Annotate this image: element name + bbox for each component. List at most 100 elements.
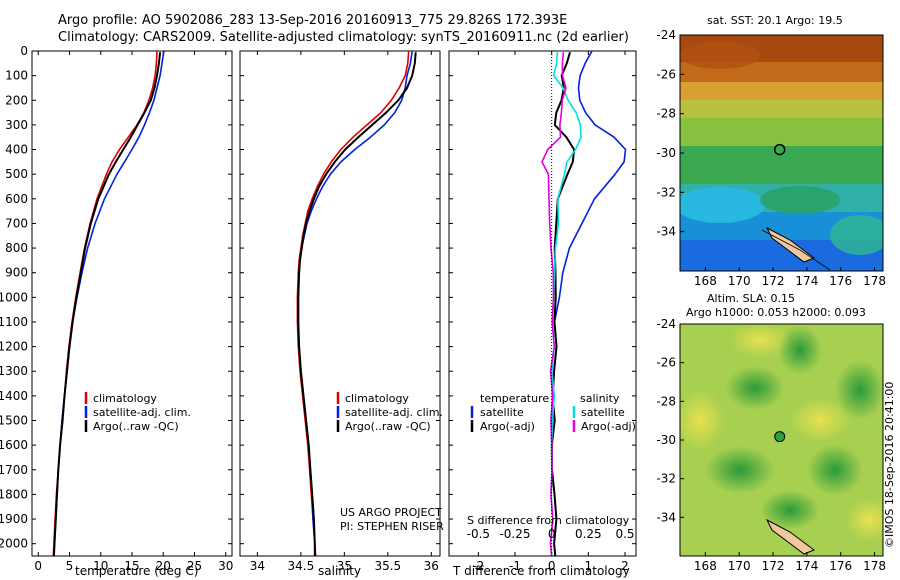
x-tick-label: 0	[34, 559, 42, 573]
depth-tick-label: 700	[5, 216, 28, 230]
legend-header-temperature: temperature	[480, 392, 549, 405]
depth-tick-label: 1500	[0, 414, 28, 428]
salinity-axis-label: salinity	[318, 564, 361, 578]
map-tick-labels: 168 170 172 174 176 178 -24 -26 -28 -30 -32 -34 168 1…	[656, 28, 886, 573]
map-x-tick-label: 170	[728, 274, 751, 288]
map-y-tick-label: -24	[656, 317, 676, 331]
map-x-tick-label: 168	[694, 274, 717, 288]
map-x-tick-label: 178	[863, 274, 886, 288]
legend-label-climatology: climatology	[93, 392, 157, 405]
map-x-tick-label: 174	[795, 559, 818, 573]
x-tick-label: 36	[424, 559, 439, 573]
depth-tick-labels: 0 100 200 300 400 500 600 700 800 900 1000 1100 1200…	[0, 44, 28, 551]
series-line-climatology	[52, 51, 158, 556]
argo-position-marker-sla	[774, 431, 786, 443]
depth-tick-label: 400	[5, 143, 28, 157]
map-x-tick-label: 172	[762, 559, 785, 573]
legend-header-salinity: salinity	[580, 392, 620, 405]
map-x-tick-label: 174	[795, 274, 818, 288]
x-tick-label: 1	[585, 559, 593, 573]
map-y-tick-label: -24	[656, 28, 676, 42]
curve-group	[52, 51, 165, 556]
depth-tick-label: 1200	[0, 340, 28, 354]
legend-label-argo: Argo(..raw -QC)	[345, 420, 431, 433]
depth-tick-label: 1900	[0, 512, 28, 526]
series-line-satellite-adj--clim-	[53, 51, 165, 556]
map-y-tick-label: -32	[656, 185, 676, 199]
map-y-tick-label: -26	[656, 67, 676, 81]
profile-curves	[52, 51, 627, 556]
legend-label-satellite: satellite-adj. clim.	[93, 406, 191, 419]
legend-label-s-satellite: satellite	[581, 406, 625, 419]
series-line-climatology	[296, 51, 410, 556]
project-credit: US ARGO PROJECT	[340, 506, 442, 519]
header-line-2: Climatology: CARS2009. Satellite-adjuste…	[58, 30, 629, 45]
s-diff-tick-label: 0.25	[575, 527, 602, 541]
sst-map-title: sat. SST: 20.1 Argo: 19.5	[707, 14, 843, 27]
sla-map-image	[680, 324, 883, 556]
x-tick-label: -1	[509, 559, 521, 573]
depth-tick-label: 1700	[0, 463, 28, 477]
s-diff-tick-label: -0.5	[467, 527, 490, 541]
map-x-tick-label: 178	[863, 559, 886, 573]
depth-tick-label: 600	[5, 192, 28, 206]
series-line-argo--adj-	[541, 52, 567, 556]
depth-tick-label: 800	[5, 241, 28, 255]
curve-group	[541, 51, 627, 556]
x-tick-label: 35	[337, 559, 352, 573]
argo-position-marker-sst	[773, 143, 786, 156]
x-tick-label: 34	[250, 559, 265, 573]
map-y-tick-label: -30	[656, 146, 676, 160]
difference-legend: temperature salinity satellite Argo(-adj…	[470, 392, 636, 433]
series-line-argo---raw--qc-	[297, 52, 417, 556]
x-tick-label: 5	[66, 559, 74, 573]
temperature-panel	[31, 50, 233, 557]
map-y-tick-label: -30	[656, 433, 676, 447]
depth-tick-label: 500	[5, 167, 28, 181]
series-line-argo--adj-	[550, 51, 576, 556]
salinity-panel	[239, 50, 441, 557]
x-tick-labels: 0 5 10 15 20 25 30 34 34.5 35 35.5 36 -2 -1 0 1 2 -0.5 -0.…	[34, 527, 634, 573]
map-y-tick-label: -32	[656, 472, 676, 486]
legend-label-argo: Argo(..raw -QC)	[93, 420, 179, 433]
map-x-tick-label: 172	[762, 274, 785, 288]
x-tick-label: 2	[621, 559, 629, 573]
temperature-axis-label: temperature (deg C)	[75, 564, 198, 578]
depth-tick-label: 1100	[0, 315, 28, 329]
x-tick-label: 0	[548, 559, 556, 573]
sla-map-subtitle: Argo h1000: 0.053 h2000: 0.093	[686, 306, 866, 319]
legend-label-t-argo: Argo(-adj)	[480, 420, 535, 433]
map-x-tick-label: 168	[694, 559, 717, 573]
x-tick-label: 30	[218, 559, 233, 573]
pi-credit: PI: STEPHEN RISER	[340, 520, 444, 533]
map-y-tick-label: -26	[656, 356, 676, 370]
legend-label-t-satellite: satellite	[480, 406, 524, 419]
x-tick-label: 25	[187, 559, 202, 573]
s-diff-tick-label: -0.25	[499, 527, 530, 541]
salinity-legend: climatology satellite-adj. clim. Argo(..…	[336, 392, 443, 433]
series-line-argo---raw--qc-	[52, 52, 162, 556]
x-tick-label: 10	[93, 559, 108, 573]
imos-credit: ©IMOS 18-Sep-2016 20:41:00	[883, 382, 896, 548]
legend-label-climatology: climatology	[345, 392, 409, 405]
depth-tick-label: 1000	[0, 290, 28, 304]
x-tick-label: -2	[472, 559, 484, 573]
depth-tick-label: 200	[5, 93, 28, 107]
temperature-legend: climatology satellite-adj. clim. Argo(..…	[84, 392, 191, 433]
depth-tick-label: 2000	[0, 537, 28, 551]
depth-tick-label: 900	[5, 266, 28, 280]
depth-tick-label: 1800	[0, 487, 28, 501]
t-difference-axis-label: T difference from climatology	[452, 564, 630, 578]
map-y-tick-label: -34	[656, 225, 676, 239]
map-x-tick-label: 176	[829, 274, 852, 288]
legend-label-s-argo: Argo(-adj)	[581, 420, 636, 433]
s-diff-tick-label: 0.5	[615, 527, 634, 541]
x-tick-label: 15	[124, 559, 139, 573]
depth-tick-label: 1600	[0, 438, 28, 452]
map-y-tick-label: -28	[656, 107, 676, 121]
s-difference-axis-label: S difference from climatology	[467, 514, 630, 527]
series-line-satellite	[550, 51, 627, 556]
map-x-tick-label: 170	[728, 559, 751, 573]
curve-group	[296, 51, 417, 556]
depth-tick-label: 100	[5, 69, 28, 83]
